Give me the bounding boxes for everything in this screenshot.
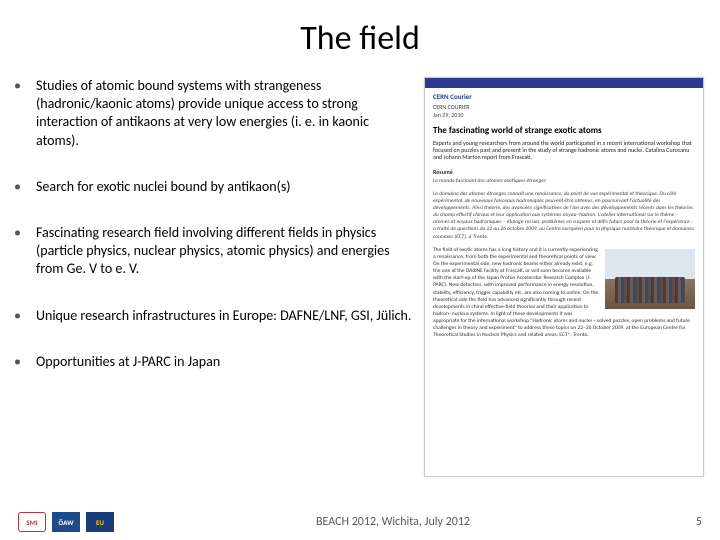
list-item: • Search for exotic nuclei bound by anti… [14,178,414,196]
footer-text: BEACH 2012, Wichita, July 2012 [114,515,672,529]
doc-journal: CERN Courier [433,92,695,101]
page-title: The field [0,0,720,69]
bullet-text: Unique research infrastructures in Europ… [36,307,414,325]
bullet-marker: • [14,307,36,325]
list-item: • Studies of atomic bound systems with s… [14,77,414,150]
bullet-text: Opportunities at J-PARC in Japan [36,353,414,371]
bullet-marker: • [14,178,36,196]
content-area: • Studies of atomic bound systems with s… [0,69,720,477]
list-item: • Opportunities at J-PARC in Japan [14,353,414,371]
footer-logos: SMI ÖAW EU [18,512,114,532]
bullet-marker: • [14,77,36,150]
document-preview: CERN Courier CERN COURIER Jan 29, 2010 T… [424,77,704,477]
doc-headline: The fascinating world of strange exotic … [433,125,695,136]
doc-subheader: CERN COURIER Jan 29, 2010 [433,103,695,119]
bullet-list: • Studies of atomic bound systems with s… [14,77,414,477]
bullet-marker: • [14,353,36,371]
bullet-marker: • [14,224,36,279]
bullet-text: Search for exotic nuclei bound by antika… [36,178,414,196]
page-number: 5 [672,515,702,529]
logo-oaw: ÖAW [52,512,80,532]
doc-date: Jan 29, 2010 [433,111,463,119]
list-item: • Unique research infrastructures in Eur… [14,307,414,325]
doc-header-bar [425,78,703,88]
doc-resume-label: Résumé [433,168,695,176]
footer: SMI ÖAW EU BEACH 2012, Wichita, July 201… [0,512,720,532]
doc-source: CERN COURIER [433,103,470,111]
doc-lead: Experts and young researchers from aroun… [433,140,695,162]
doc-resume-title: Le monde fascinant des atomes exotiques … [433,178,695,185]
logo-eu: EU [86,512,114,532]
list-item: • Fascinating research field involving d… [14,224,414,279]
bullet-text: Fascinating research field involving dif… [36,224,414,279]
doc-photo [605,249,695,309]
doc-resume-body: Le domaine des atomes étranges connaît u… [433,191,695,241]
bullet-text: Studies of atomic bound systems with str… [36,77,414,150]
logo-smi: SMI [18,512,46,532]
